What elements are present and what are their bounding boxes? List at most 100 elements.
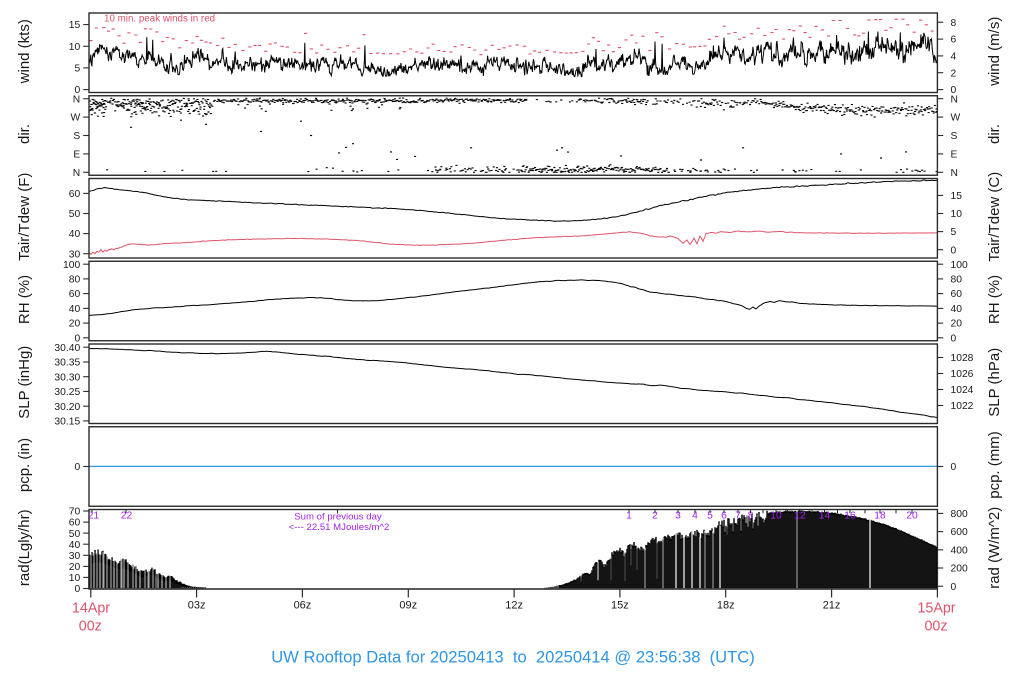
svg-text:15z: 15z xyxy=(611,600,629,612)
svg-text:400: 400 xyxy=(951,545,968,556)
svg-text:N: N xyxy=(73,94,80,105)
svg-text:15Apr: 15Apr xyxy=(917,601,955,617)
svg-text:21z: 21z xyxy=(823,600,841,612)
svg-text:10: 10 xyxy=(69,573,81,584)
svg-text:wind (m/s): wind (m/s) xyxy=(986,17,1003,87)
svg-text:S: S xyxy=(73,131,80,142)
svg-text:0: 0 xyxy=(951,462,957,473)
svg-text:12z: 12z xyxy=(505,600,523,612)
svg-text:06z: 06z xyxy=(294,600,312,612)
svg-text:SLP (inHg): SLP (inHg) xyxy=(16,346,33,419)
svg-text:3: 3 xyxy=(675,511,681,522)
svg-text:30.25: 30.25 xyxy=(54,387,80,398)
svg-text:30.15: 30.15 xyxy=(54,417,80,428)
svg-text:22: 22 xyxy=(121,511,133,522)
svg-text:30.40: 30.40 xyxy=(54,343,80,354)
svg-text:pcp. (mm): pcp. (mm) xyxy=(986,431,1003,499)
svg-text:2: 2 xyxy=(652,511,658,522)
svg-text:80: 80 xyxy=(951,275,963,286)
svg-text:15: 15 xyxy=(69,20,81,31)
svg-text:10: 10 xyxy=(69,42,81,53)
svg-text:03z: 03z xyxy=(188,600,206,612)
svg-text:6: 6 xyxy=(951,35,957,46)
svg-text:100: 100 xyxy=(63,260,80,271)
svg-text:0: 0 xyxy=(74,584,80,595)
svg-text:rad(Lgly/hr): rad(Lgly/hr) xyxy=(16,509,33,586)
svg-text:00z: 00z xyxy=(924,619,947,635)
svg-text:12: 12 xyxy=(794,511,806,522)
svg-text:pcp. (in): pcp. (in) xyxy=(16,438,33,492)
svg-text:20: 20 xyxy=(951,319,963,330)
svg-text:wind (kts): wind (kts) xyxy=(16,19,33,84)
svg-text:0: 0 xyxy=(74,462,80,473)
svg-text:RH (%): RH (%) xyxy=(16,275,33,324)
svg-text:dir.: dir. xyxy=(16,124,33,144)
svg-text:S: S xyxy=(951,131,958,142)
svg-text:600: 600 xyxy=(951,527,968,538)
svg-text:09z: 09z xyxy=(399,600,417,612)
svg-text:80: 80 xyxy=(69,275,81,286)
svg-text:60: 60 xyxy=(69,289,81,300)
svg-text:N: N xyxy=(951,94,958,105)
svg-text:50: 50 xyxy=(69,209,81,220)
svg-text:5: 5 xyxy=(74,64,80,75)
svg-text:E: E xyxy=(73,149,80,160)
svg-text:30: 30 xyxy=(69,551,81,562)
svg-text:1024: 1024 xyxy=(951,385,974,396)
svg-text:20: 20 xyxy=(69,562,81,573)
svg-text:N: N xyxy=(73,168,80,179)
svg-text:1026: 1026 xyxy=(951,369,974,380)
svg-text:0: 0 xyxy=(74,333,80,344)
svg-text:16: 16 xyxy=(844,511,856,522)
svg-text:10: 10 xyxy=(770,511,782,522)
svg-text:dir.: dir. xyxy=(986,124,1003,144)
svg-text:18: 18 xyxy=(874,511,886,522)
svg-text:0: 0 xyxy=(951,582,957,593)
svg-text:Tair/Tdew (C): Tair/Tdew (C) xyxy=(986,172,1003,262)
svg-text:0: 0 xyxy=(74,85,80,96)
svg-text:0: 0 xyxy=(951,245,957,256)
svg-text:70: 70 xyxy=(69,507,81,518)
svg-text:UW Rooftop Data for 20250413: UW Rooftop Data for 20250413 to 20250414… xyxy=(271,648,755,667)
svg-text:20: 20 xyxy=(69,319,81,330)
svg-text:7: 7 xyxy=(735,511,741,522)
svg-text:6: 6 xyxy=(721,511,727,522)
svg-text:SLP (hPa): SLP (hPa) xyxy=(986,348,1003,417)
svg-text:N: N xyxy=(951,168,958,179)
svg-text:40: 40 xyxy=(69,304,81,315)
svg-text:Tair/Tdew (F): Tair/Tdew (F) xyxy=(16,173,33,261)
svg-text:4: 4 xyxy=(951,51,957,62)
svg-text:00z: 00z xyxy=(79,619,102,635)
svg-text:21: 21 xyxy=(88,511,100,522)
svg-text:15: 15 xyxy=(951,191,963,202)
svg-text:30.20: 30.20 xyxy=(54,402,80,413)
svg-text:E: E xyxy=(951,149,958,160)
svg-text:0: 0 xyxy=(951,333,957,344)
svg-text:Sum of previous day: Sum of previous day xyxy=(294,511,382,522)
svg-text:100: 100 xyxy=(951,260,968,271)
svg-text:18z: 18z xyxy=(717,600,735,612)
svg-text:40: 40 xyxy=(69,540,81,551)
svg-text:rad (W/m^2): rad (W/m^2) xyxy=(986,507,1003,589)
svg-text:20: 20 xyxy=(906,511,918,522)
svg-text:4: 4 xyxy=(692,511,698,522)
svg-text:40: 40 xyxy=(951,304,963,315)
svg-text:60: 60 xyxy=(69,518,81,529)
svg-text:800: 800 xyxy=(951,509,968,520)
svg-text:W: W xyxy=(70,113,80,124)
svg-text:14Apr: 14Apr xyxy=(72,601,110,617)
svg-text:W: W xyxy=(951,113,961,124)
svg-text:10 min. peak winds in red: 10 min. peak winds in red xyxy=(104,14,215,25)
svg-text:8: 8 xyxy=(951,18,957,29)
svg-text:<--- 22.51 MJoules/m^2: <--- 22.51 MJoules/m^2 xyxy=(289,522,390,533)
svg-text:60: 60 xyxy=(951,289,963,300)
svg-text:1022: 1022 xyxy=(951,401,974,412)
svg-text:8: 8 xyxy=(748,511,754,522)
svg-text:5: 5 xyxy=(951,227,957,238)
svg-text:0: 0 xyxy=(951,85,957,96)
svg-text:RH (%): RH (%) xyxy=(986,275,1003,324)
svg-text:10: 10 xyxy=(951,209,963,220)
svg-text:2: 2 xyxy=(951,68,957,79)
svg-text:50: 50 xyxy=(69,529,81,540)
svg-text:30.30: 30.30 xyxy=(54,372,80,383)
